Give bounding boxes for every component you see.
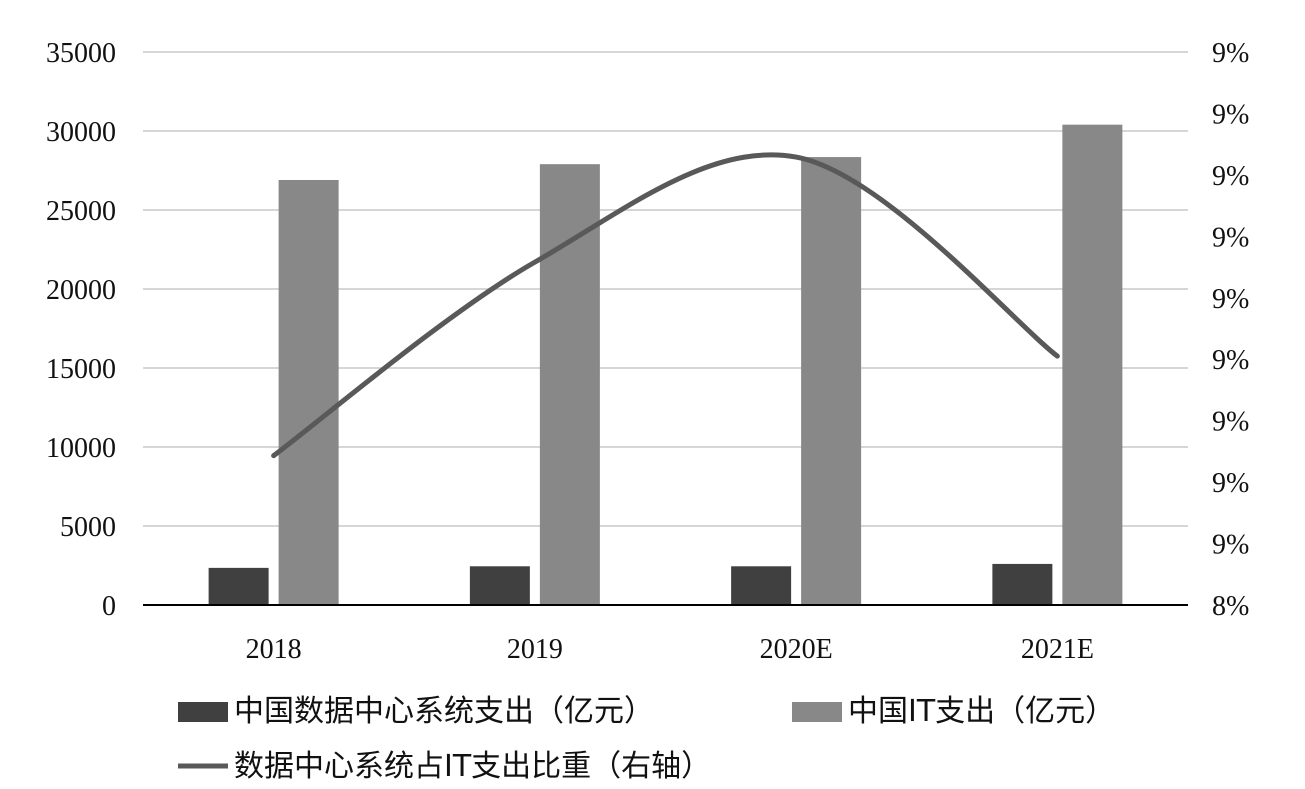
y-right-tick-label: 9% [1212,284,1249,315]
bar-dc-spend-2018 [208,567,269,605]
bar-it-spend-2021E [1062,124,1123,606]
y-left-tick-label: 0 [102,591,116,622]
y-left-tick-label: 15000 [46,354,116,385]
legend-label-it-spend: 中国IT支出（亿元） [848,694,1115,729]
bar-dc-spend-2019 [469,566,530,605]
y-right-tick-label: 9% [1212,530,1249,561]
bar-it-spend-2018 [278,179,339,606]
bar-it-spend-2020E [801,157,862,605]
bar-dc-spend-2021E [992,563,1053,605]
legend-swatch-dc-spend [178,702,228,722]
y-right-tick-label: 9% [1212,345,1249,376]
legend-item-it-spend: 中国IT支出（亿元） [792,694,1115,729]
legend: 中国数据中心系统支出（亿元） 中国IT支出（亿元） 数据中心系统占IT支出比重（… [178,694,1115,784]
y-left-tick-label: 35000 [46,38,116,69]
x-axis: 2018 2019 2020E 2021E [246,634,1094,665]
y-right-tick-label: 8% [1212,591,1249,622]
x-tick-label-2020E: 2020E [760,634,833,665]
y-right-tick-label: 9% [1212,222,1249,253]
bar-dc-spend-2020E [731,566,792,605]
line-series [271,152,1060,459]
bar-series [208,124,1123,606]
y-right-tick-label: 9% [1212,468,1249,499]
y-left-tick-label: 25000 [46,196,116,227]
y-right-tick-label: 9% [1212,38,1249,69]
legend-item-share: 数据中心系统占IT支出比重（右轴） [178,749,711,784]
legend-label-share: 数据中心系统占IT支出比重（右轴） [234,749,711,784]
y-right-tick-label: 9% [1212,99,1249,130]
y-axis-right: 8% 9% 9% 9% 9% 9% 9% 9% 9% 9% [1212,38,1249,622]
y-axis-left: 0 5000 10000 15000 20000 25000 30000 35000 [46,38,116,622]
line-share [271,152,1060,459]
y-left-tick-label: 10000 [46,433,116,464]
y-right-tick-label: 9% [1212,407,1249,438]
y-left-tick-label: 20000 [46,275,116,306]
y-left-tick-label: 30000 [46,117,116,148]
x-tick-label-2018: 2018 [246,634,302,665]
x-tick-label-2021E: 2021E [1021,634,1094,665]
x-tick-label-2019: 2019 [507,634,563,665]
bar-it-spend-2019 [539,164,600,605]
legend-label-dc-spend: 中国数据中心系统支出（亿元） [234,694,654,729]
legend-item-dc-spend: 中国数据中心系统支出（亿元） [178,694,654,729]
legend-swatch-it-spend [792,702,842,722]
y-right-tick-label: 9% [1212,161,1249,192]
y-left-tick-label: 5000 [60,512,116,543]
